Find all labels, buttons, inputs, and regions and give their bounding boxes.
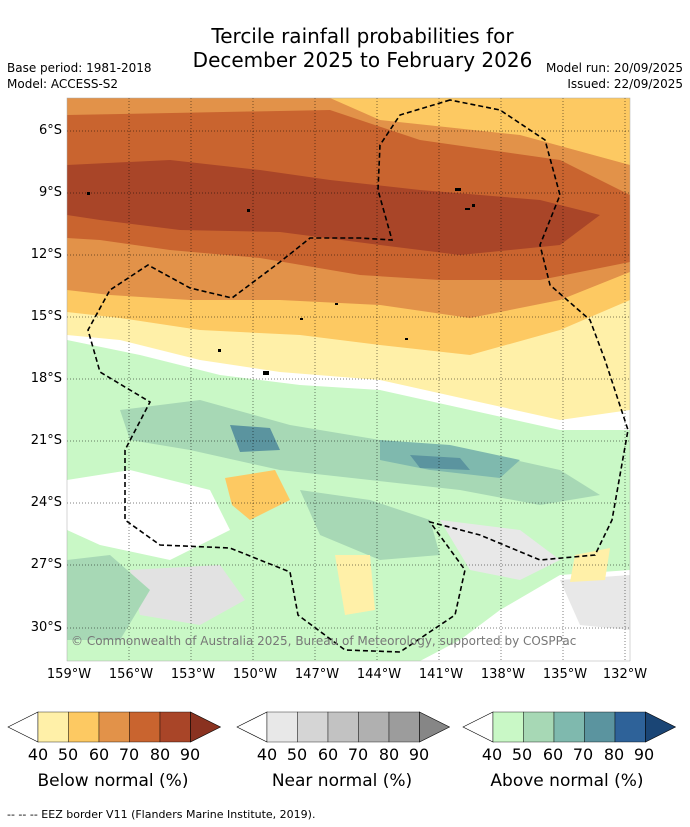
colorbar-max-triangle (419, 711, 451, 743)
colorbar-segment (327, 711, 359, 743)
colorbar-segment (523, 711, 555, 743)
islands (87, 188, 475, 375)
colorbar-value: 70 (118, 745, 140, 764)
colorbar-value: 60 (317, 745, 339, 764)
colorbar-value: 50 (511, 745, 533, 764)
colorbar-segment (584, 711, 616, 743)
colorbar-segment (492, 711, 524, 743)
x-tick: 138°W (480, 667, 526, 682)
below-normal-patch-2 (335, 555, 375, 615)
colorbar-above-normal (462, 711, 677, 743)
model-run: Model run: 20/09/2025 (545, 61, 683, 75)
colorbar-segment (68, 711, 100, 743)
colorbar-segment (358, 711, 390, 743)
x-tick: 144°W (356, 667, 402, 682)
colorbar-segment (388, 711, 420, 743)
x-tick: 132°W (602, 667, 648, 682)
above-normal-50c (300, 490, 440, 560)
x-tick: 141°W (418, 667, 464, 682)
x-tick: 156°W (108, 667, 154, 682)
colorbar-segment (553, 711, 585, 743)
colorbar-min-triangle (7, 711, 39, 743)
y-tick: 24°S (30, 495, 62, 510)
y-tick: 12°S (30, 247, 62, 262)
colorbar-value: 80 (149, 745, 171, 764)
colorbar-segment (614, 711, 646, 743)
y-tick: 18°S (30, 371, 62, 386)
y-tick: 15°S (30, 309, 62, 324)
colorbar-value: 80 (378, 745, 400, 764)
colorbar-segment (37, 711, 69, 743)
map-frame (66, 97, 631, 662)
colorbar-value: 40 (481, 745, 503, 764)
colorbar-min-triangle (462, 711, 494, 743)
title-line-2: December 2025 to February 2026 (192, 48, 533, 72)
colorbar-value: 90 (633, 745, 655, 764)
below-normal-patch-1 (225, 470, 290, 520)
eez-legend-footer: -- -- -- EEZ border V11 (Flanders Marine… (7, 808, 316, 821)
x-tick: 153°W (170, 667, 216, 682)
issued-date: Issued: 22/09/2025 (567, 77, 683, 91)
colorbar-segment (266, 711, 298, 743)
title-line-1: Tercile rainfall probabilities for (211, 24, 514, 48)
near-normal-patch-1 (67, 470, 230, 560)
meta-left: Base period: 1981-2018 Model: ACCESS-S2 (7, 60, 152, 92)
x-tick: 150°W (232, 667, 278, 682)
copyright-notice: © Commonwealth of Australia 2025, Bureau… (71, 634, 577, 648)
above-normal-50 (67, 555, 150, 640)
colorbar-max-triangle (190, 711, 222, 743)
x-tick: 135°W (542, 667, 588, 682)
above-normal-70 (410, 455, 470, 470)
y-tick: 21°S (30, 433, 62, 448)
colorbar-value: 90 (408, 745, 430, 764)
colorbar-below-normal (7, 711, 222, 743)
colorbar-value: 70 (572, 745, 594, 764)
colorbar-value: 60 (88, 745, 110, 764)
colorbar-min-triangle (236, 711, 268, 743)
eez-border (87, 99, 629, 653)
colorbar-max-triangle (645, 711, 677, 743)
colorbar-value: 80 (603, 745, 625, 764)
y-tick: 9°S (38, 185, 62, 200)
colorbar-value: 70 (347, 745, 369, 764)
colorbar-segment (98, 711, 130, 743)
colorbar-value: 40 (256, 745, 278, 764)
x-tick: 147°W (294, 667, 340, 682)
x-tick: 159°W (46, 667, 92, 682)
y-tick: 6°S (38, 123, 62, 138)
colorbar-value: 60 (542, 745, 564, 764)
above-normal-60b (230, 425, 280, 452)
colorbar-segment (159, 711, 191, 743)
meta-right: Model run: 20/09/2025 Issued: 22/09/2025 (546, 60, 683, 92)
below-normal-80 (67, 160, 600, 255)
near-normal-patch-4 (560, 575, 630, 630)
colorbar-segment (297, 711, 329, 743)
colorbar-segment (129, 711, 161, 743)
colorbar-label-near: Near normal (%) (271, 771, 413, 791)
base-period: Base period: 1981-2018 (7, 61, 152, 75)
map-title: Tercile rainfall probabilities for Decem… (0, 24, 690, 72)
colorbar-label-below: Below normal (%) (37, 771, 189, 791)
colorbar-near-normal (236, 711, 451, 743)
colorbar-value: 50 (57, 745, 79, 764)
model-name: Model: ACCESS-S2 (7, 77, 119, 91)
colorbar-value: 90 (179, 745, 201, 764)
colorbar-value: 40 (27, 745, 49, 764)
grid (67, 98, 630, 661)
y-tick: 30°S (30, 620, 62, 635)
near-normal-patch-2 (130, 565, 245, 625)
colorbar-value: 50 (286, 745, 308, 764)
colorbar-label-above: Above normal (%) (490, 771, 644, 791)
y-tick: 27°S (30, 557, 62, 572)
